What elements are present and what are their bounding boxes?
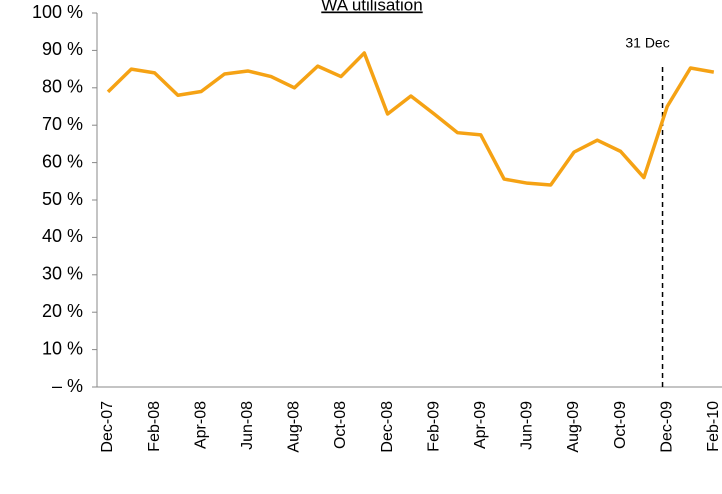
y-tick-label: 20 %: [42, 301, 83, 321]
y-tick-label: 50 %: [42, 189, 83, 209]
x-tick-label: Aug-09: [565, 401, 582, 453]
y-tick-label: 60 %: [42, 151, 83, 171]
x-tick-label: Oct-08: [332, 401, 349, 449]
x-tick-label: Dec-07: [99, 401, 116, 453]
y-tick-label: 40 %: [42, 226, 83, 246]
y-tick-label: 80 %: [42, 77, 83, 97]
x-tick-label: Feb-10: [705, 401, 722, 452]
annotation: 31 Dec: [625, 35, 669, 51]
x-tick-label: Feb-08: [146, 401, 163, 452]
y-tick-label: 90 %: [42, 39, 83, 59]
x-tick-label: Aug-08: [286, 401, 303, 453]
x-tick-label: Feb-09: [425, 401, 442, 452]
y-tick-label: 30 %: [42, 264, 83, 284]
y-tick-label: – %: [52, 376, 83, 396]
x-tick-label: Jun-09: [519, 401, 536, 450]
x-tick-label: Apr-09: [472, 401, 489, 449]
x-tick-label: Dec-09: [658, 401, 675, 453]
x-tick-label: Oct-09: [612, 401, 629, 449]
x-tick-label: Jun-08: [239, 401, 256, 450]
y-tick-label: 10 %: [42, 338, 83, 358]
y-tick-label: 70 %: [42, 114, 83, 134]
chart-title: WA utilisation: [321, 0, 422, 14]
line-series: [106, 51, 715, 187]
x-tick-label: Dec-08: [379, 401, 396, 453]
y-tick-label: 100 %: [32, 2, 83, 22]
x-tick-label: Apr-08: [192, 401, 209, 449]
